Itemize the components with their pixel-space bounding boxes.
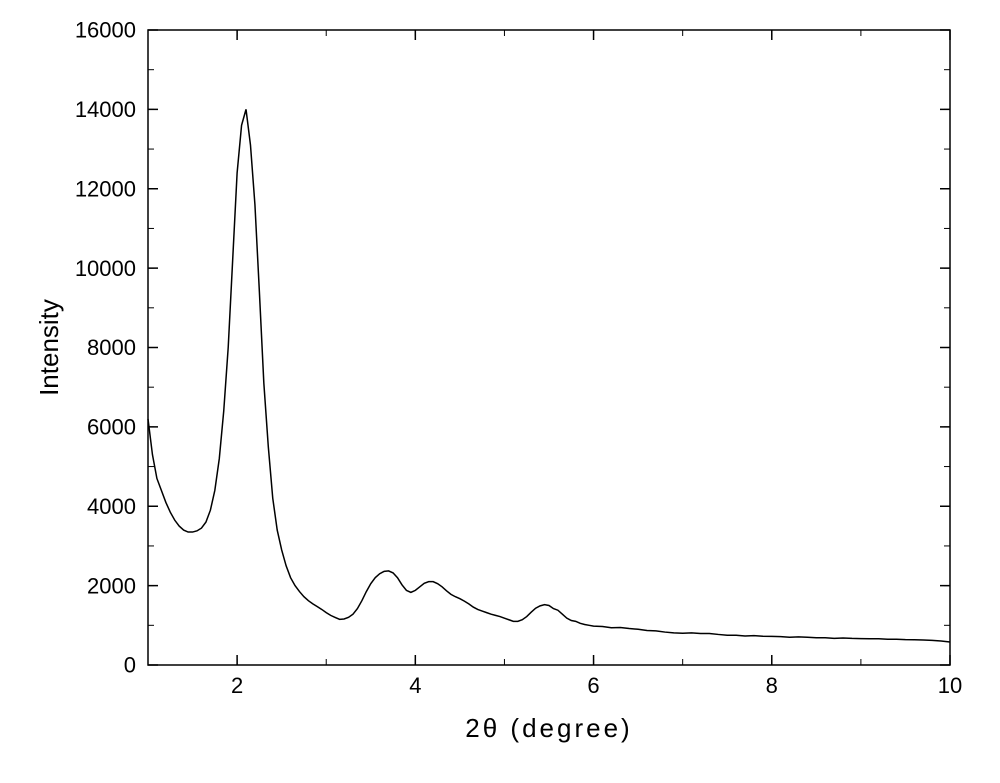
x-axis-label: 2θ (degree): [465, 713, 632, 743]
x-tick-label: 8: [766, 673, 778, 698]
intensity-series: [148, 109, 950, 642]
y-axis-label: Intensity: [34, 299, 64, 396]
y-tick-label: 16000: [75, 18, 136, 43]
y-tick-label: 8000: [87, 335, 136, 360]
x-tick-label: 2: [231, 673, 243, 698]
y-tick-label: 10000: [75, 256, 136, 281]
x-tick-label: 10: [938, 673, 962, 698]
y-tick-label: 6000: [87, 415, 136, 440]
y-tick-label: 14000: [75, 97, 136, 122]
y-tick-label: 0: [124, 653, 136, 678]
y-tick-label: 2000: [87, 573, 136, 598]
xrd-line-chart: 2 4 6 8 10 0 2000 4000 6000 8000 10000 12000 14000 16…: [0, 0, 1000, 783]
y-tick-label: 12000: [75, 176, 136, 201]
y-tick-label: 4000: [87, 494, 136, 519]
x-tick-label: 4: [409, 673, 421, 698]
chart-svg: 2 4 6 8 10 0 2000 4000 6000 8000 10000 12000 14000 16…: [0, 0, 1000, 783]
x-tick-label: 6: [587, 673, 599, 698]
